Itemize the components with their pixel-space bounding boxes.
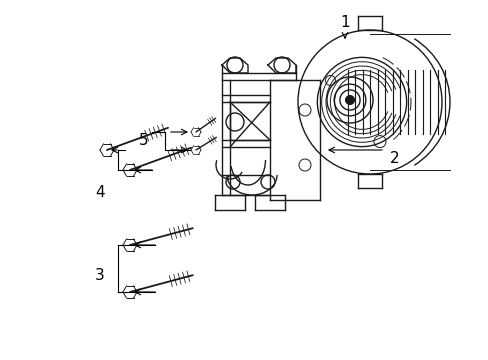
Circle shape	[345, 96, 354, 104]
Text: 1: 1	[340, 15, 349, 30]
Text: 3: 3	[95, 268, 104, 283]
Text: 5: 5	[138, 132, 148, 148]
Text: 2: 2	[389, 150, 399, 166]
Text: 4: 4	[95, 185, 104, 200]
